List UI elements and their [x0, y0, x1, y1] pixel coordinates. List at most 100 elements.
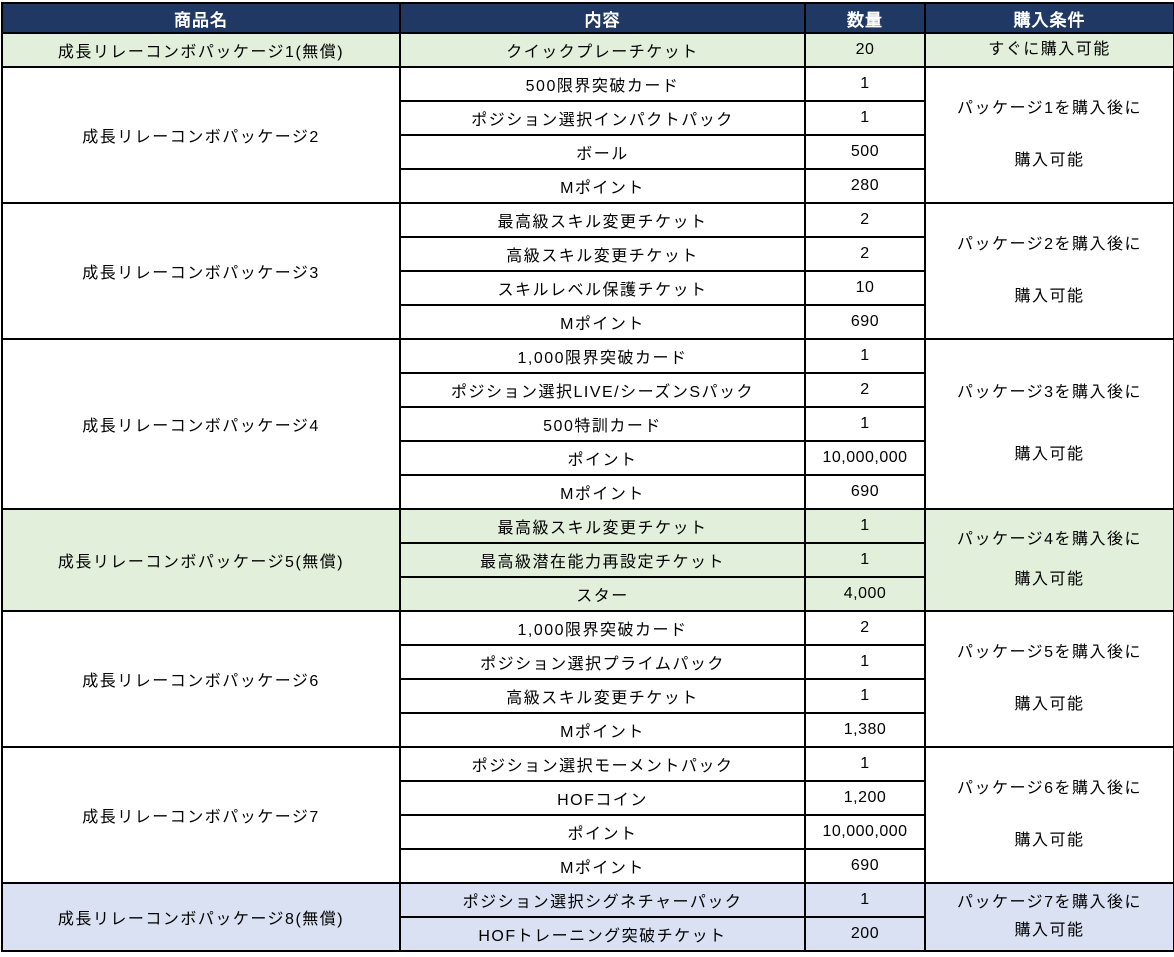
purchase-condition-text: パッケージ3を購入後に 購入可能 [927, 341, 1172, 507]
purchase-condition-cell: パッケージ1を購入後に 購入可能 [924, 66, 1174, 204]
quantity-cell: 690 [804, 474, 926, 510]
col-header-condition: 購入条件 [924, 2, 1174, 34]
item-name-cell: 最高級スキル変更チケット [399, 202, 806, 238]
table-row: HOFコイン 1,200 [2, 780, 1174, 816]
purchase-condition-text: パッケージ7を購入後に 購入可能 [927, 885, 1172, 949]
table-row: Mポイント 1,380 [2, 712, 1174, 748]
quantity-cell: 10 [804, 270, 926, 306]
purchase-condition-text: パッケージ2を購入後に 購入可能 [927, 205, 1172, 337]
product-name-cell: 成長リレーコンボパッケージ3 [1, 202, 401, 340]
table-row: Mポイント 690 [2, 304, 1174, 340]
item-name-cell: HOFトレーニング突破チケット [399, 916, 806, 952]
quantity-cell: 1 [804, 644, 926, 680]
table-row: 成長リレーコンボパッケージ4 1,000限界突破カード 1 パッケージ3を購入後に 購入… [1, 338, 1174, 510]
purchase-condition-cell: パッケージ7を購入後に 購入可能 [924, 882, 1174, 952]
table-row: 高級スキル変更チケット 1 [2, 678, 1174, 714]
condition-line: パッケージ1を購入後に [956, 100, 1143, 118]
col-header-quantity: 数量 [804, 2, 926, 34]
item-name-cell: Mポイント [399, 712, 806, 748]
table-row: ポイント 10,000,000 [2, 814, 1174, 850]
purchase-condition-cell: パッケージ3を購入後に 購入可能 [924, 338, 1174, 510]
condition-line: すぐに購入可能 [988, 41, 1111, 58]
table-row: 成長リレーコンボパッケージ5(無償) 最高級スキル変更チケット 1 パッケージ4を購入… [1, 508, 1174, 612]
table-row: HOFトレーニング突破チケット 200 [2, 916, 1174, 952]
table-row: 成長リレーコンボパッケージ3 最高級スキル変更チケット 2 パッケージ2を購入後に 購入… [1, 202, 1174, 340]
condition-line: 購入可能 [1014, 151, 1085, 169]
item-name-cell: ポジション選択LIVE/シーズンSパック [399, 372, 806, 408]
item-name-cell: 500限界突破カード [399, 66, 806, 102]
item-name-cell: ポイント [399, 440, 806, 476]
purchase-condition-text: パッケージ4を購入後に 購入可能 [927, 511, 1172, 609]
table-row: 500特訓カード 1 [2, 406, 1174, 442]
quantity-cell: 1,200 [804, 780, 926, 816]
purchase-condition-cell: パッケージ6を購入後に 購入可能 [924, 746, 1174, 884]
table-row: 成長リレーコンボパッケージ2 500限界突破カード 1 パッケージ1を購入後に 購入可能 [1, 66, 1174, 204]
item-name-cell: 高級スキル変更チケット [399, 236, 806, 272]
table-row: Mポイント 690 [2, 848, 1174, 884]
product-name-cell: 成長リレーコンボパッケージ7 [1, 746, 401, 884]
col-header-product: 商品名 [1, 2, 401, 34]
item-name-cell: 500特訓カード [399, 406, 806, 442]
purchase-condition-cell: パッケージ2を購入後に 購入可能 [924, 202, 1174, 340]
table-row: 成長リレーコンボパッケージ8(無償) ポジション選択シグネチャーパック 1 パッケージ… [1, 882, 1174, 952]
condition-line: 購入可能 [1014, 831, 1085, 849]
purchase-condition-cell: すぐに購入可能 [924, 32, 1174, 68]
item-name-cell: 1,000限界突破カード [399, 338, 806, 374]
table-row: 最高級潜在能力再設定チケット 1 [2, 542, 1174, 578]
quantity-cell: 1 [804, 678, 926, 714]
quantity-cell: 20 [804, 32, 926, 68]
item-name-cell: 高級スキル変更チケット [399, 678, 806, 714]
quantity-cell: 1 [804, 508, 926, 544]
condition-line: 購入可能 [1014, 695, 1085, 713]
product-name-cell: 成長リレーコンボパッケージ5(無償) [1, 508, 401, 612]
quantity-cell: 2 [804, 236, 926, 272]
item-name-cell: スター [399, 576, 806, 612]
quantity-cell: 200 [804, 916, 926, 952]
table-row: ボール 500 [2, 134, 1174, 170]
purchase-condition-text: パッケージ5を購入後に 購入可能 [927, 613, 1172, 745]
item-name-cell: Mポイント [399, 304, 806, 340]
purchase-condition-text: パッケージ1を購入後に 購入可能 [927, 69, 1172, 201]
quantity-cell: 690 [804, 304, 926, 340]
item-name-cell: Mポイント [399, 474, 806, 510]
purchase-condition-text: すぐに購入可能 [927, 35, 1172, 65]
quantity-cell: 1 [804, 66, 926, 102]
condition-line: パッケージ3を購入後に [956, 383, 1143, 401]
condition-line: 購入可能 [1014, 922, 1085, 940]
quantity-cell: 1 [804, 746, 926, 782]
quantity-cell: 1 [804, 542, 926, 578]
item-name-cell: ボール [399, 134, 806, 170]
quantity-cell: 1 [804, 338, 926, 374]
table-row: ポジション選択プライムパック 1 [2, 644, 1174, 680]
table-row: ポジション選択LIVE/シーズンSパック 2 [2, 372, 1174, 408]
condition-line: パッケージ4を購入後に [956, 531, 1143, 548]
quantity-cell: 2 [804, 372, 926, 408]
quantity-cell: 1,380 [804, 712, 926, 748]
quantity-cell: 10,000,000 [804, 814, 926, 850]
item-name-cell: 最高級潜在能力再設定チケット [399, 542, 806, 578]
item-name-cell: ポジション選択モーメントパック [399, 746, 806, 782]
table-header-row: 商品名 内容 数量 購入条件 [1, 2, 1174, 34]
item-name-cell: ポジション選択シグネチャーパック [399, 882, 806, 918]
condition-line: パッケージ7を購入後に [956, 893, 1143, 911]
quantity-cell: 2 [804, 202, 926, 238]
table-row: 成長リレーコンボパッケージ6 1,000限界突破カード 2 パッケージ5を購入後に 購入… [1, 610, 1174, 748]
table-row: ポジション選択インパクトパック 1 [2, 100, 1174, 136]
purchase-condition-cell: パッケージ5を購入後に 購入可能 [924, 610, 1174, 748]
col-header-content: 内容 [399, 2, 806, 34]
table-row: 成長リレーコンボパッケージ7 ポジション選択モーメントパック 1 パッケージ6を購入後… [1, 746, 1174, 884]
table-body: 成長リレーコンボパッケージ1(無償) クイックプレーチケット 20 すぐに購入可能 成長… [1, 32, 1174, 952]
item-name-cell: クイックプレーチケット [399, 32, 806, 68]
table-row: 成長リレーコンボパッケージ1(無償) クイックプレーチケット 20 すぐに購入可能 [1, 32, 1174, 68]
quantity-cell: 1 [804, 882, 926, 918]
condition-line: 購入可能 [1014, 571, 1085, 588]
product-name-cell: 成長リレーコンボパッケージ4 [1, 338, 401, 510]
quantity-cell: 2 [804, 610, 926, 646]
quantity-cell: 500 [804, 134, 926, 170]
quantity-cell: 690 [804, 848, 926, 884]
purchase-condition-cell: パッケージ4を購入後に 購入可能 [924, 508, 1174, 612]
product-name-cell: 成長リレーコンボパッケージ2 [1, 66, 401, 204]
quantity-cell: 4,000 [804, 576, 926, 612]
item-name-cell: ポジション選択プライムパック [399, 644, 806, 680]
